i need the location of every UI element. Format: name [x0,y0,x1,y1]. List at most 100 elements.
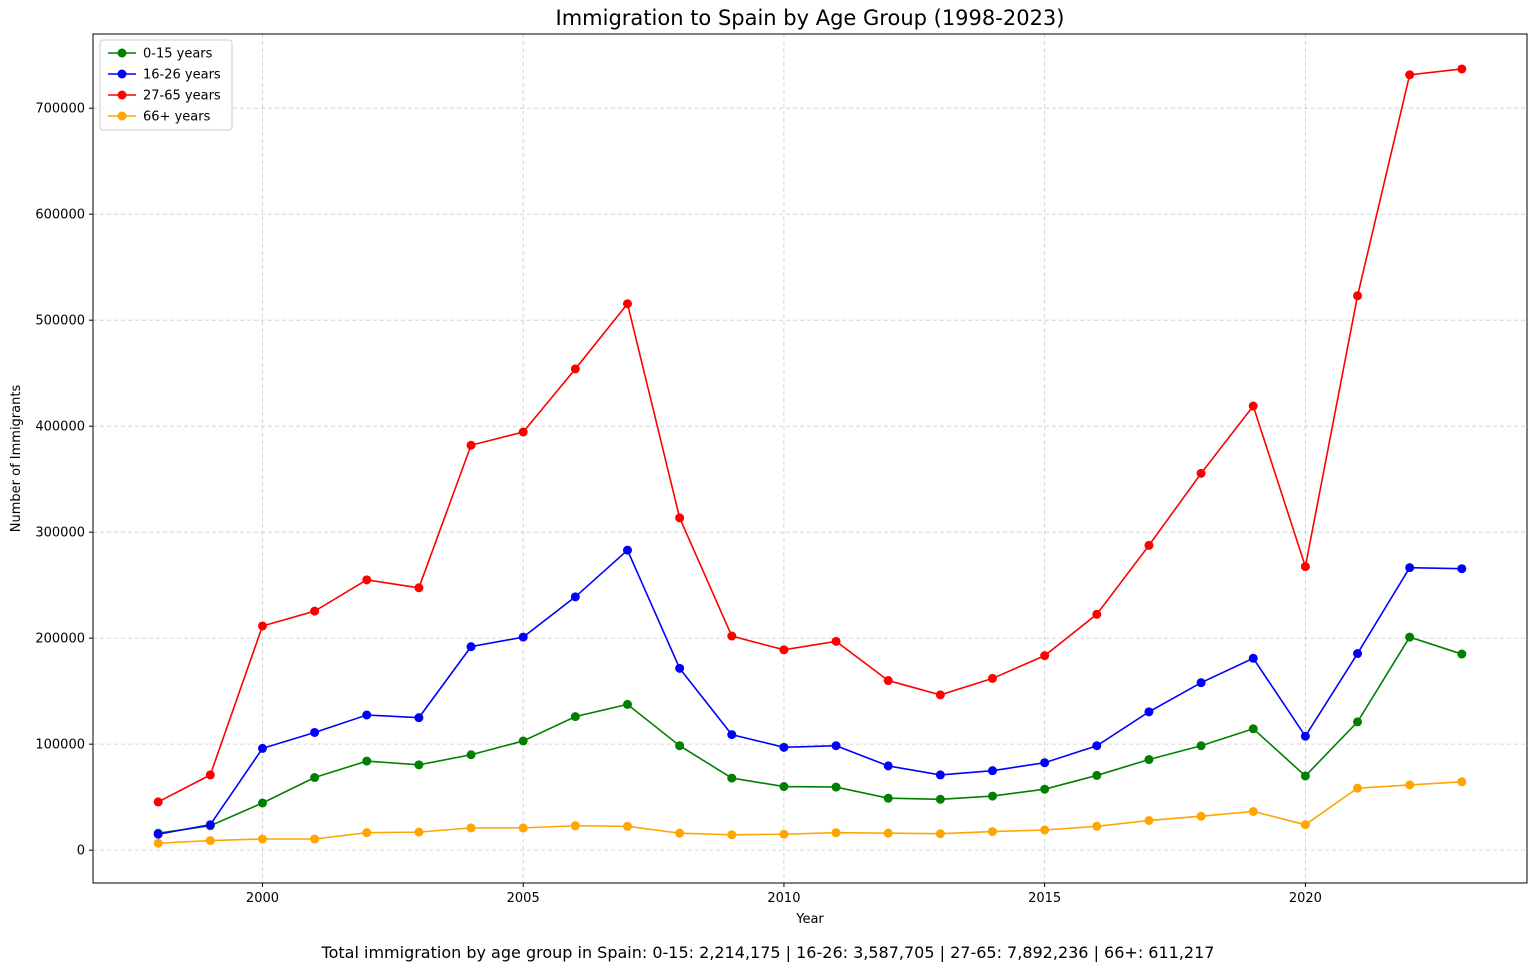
data-point [831,828,841,838]
series-layer [153,64,1467,848]
data-point [1405,632,1415,642]
legend-label: 66+ years [143,110,211,125]
legend-marker [117,90,127,100]
data-point [1196,468,1206,478]
series-line [157,68,1462,803]
data-point [1144,755,1154,765]
data-point [466,440,476,450]
legend-marker [117,111,127,121]
data-point [831,636,841,646]
data-point [1144,707,1154,717]
data-point [935,690,945,700]
series-27-65-years [153,64,1467,807]
data-point [153,829,163,839]
data-point [310,606,320,616]
data-point [1248,653,1258,663]
data-point [935,829,945,839]
data-point [622,821,632,831]
x-tick-label: 2000 [246,891,279,906]
y-axis-ticks: 0 100000 200000 300000 400000 500000 600000 700… [35,102,93,859]
legend-item: 66+ years [108,110,211,125]
data-point [570,592,580,602]
grid [93,34,1527,883]
data-point [1457,64,1467,74]
data-point [1300,731,1310,741]
data-point [310,834,320,844]
data-point [883,793,893,803]
y-axis-label: Number of Immigrants [9,385,24,533]
data-point [310,727,320,737]
data-point [779,782,789,792]
data-point [622,299,632,309]
legend-label: 27-65 years [143,89,221,104]
legend: 0-15 years 16-26 years 27-65 years 66+ year… [99,39,233,131]
x-axis-ticks: 2000 2005 2010 2015 2020 [246,883,1322,906]
data-point [779,645,789,655]
data-point [779,742,789,752]
data-point [1040,651,1050,661]
x-tick-label: 2010 [767,891,800,906]
data-point [675,663,685,673]
data-point [1040,758,1050,768]
data-point [727,773,737,783]
data-point [466,823,476,833]
data-point [570,364,580,374]
data-point [727,631,737,641]
data-point [675,741,685,751]
data-point [1248,724,1258,734]
data-point [153,838,163,848]
data-point [1248,806,1258,816]
y-tick-label: 700000 [35,102,85,117]
legend-marker [117,69,127,79]
data-point [727,830,737,840]
data-point [988,766,998,776]
data-point [727,730,737,740]
data-point [257,834,267,844]
data-point [257,798,267,808]
series-line [158,548,1462,836]
data-point [1405,780,1415,790]
data-point [1300,771,1310,781]
chart-title: Immigration to Spain by Age Group (1998-… [556,6,1065,30]
data-point [779,829,789,839]
data-point [1457,777,1467,787]
data-point [1457,564,1467,574]
legend-label: 0-15 years [143,47,213,62]
data-point [1405,70,1415,80]
series-66-years [153,777,1467,848]
legend-item: 16-26 years [108,68,221,83]
data-point [518,823,528,833]
data-point [570,712,580,722]
data-point [414,760,424,770]
y-tick-label: 200000 [35,632,85,647]
data-point [362,710,372,720]
data-point [1196,678,1206,688]
data-point [883,828,893,838]
legend-marker [117,48,127,58]
data-point [414,827,424,837]
data-point [518,736,528,746]
series-line [158,780,1462,845]
data-point [1353,649,1363,659]
data-point [675,513,685,523]
data-point [1092,821,1102,831]
data-point [1196,811,1206,821]
data-point [257,743,267,753]
data-point [205,770,215,780]
data-point [414,583,424,593]
data-point [883,676,893,686]
data-point [883,761,893,771]
data-point [362,756,372,766]
data-point [1040,784,1050,794]
series-16-26-years [153,545,1467,839]
data-point [153,797,163,807]
data-point [257,621,267,631]
data-point [1092,609,1102,619]
data-point [1300,820,1310,830]
data-point [988,673,998,683]
legend-label: 16-26 years [143,68,221,83]
y-tick-label: 400000 [35,420,85,435]
data-point [988,791,998,801]
data-point [935,770,945,780]
